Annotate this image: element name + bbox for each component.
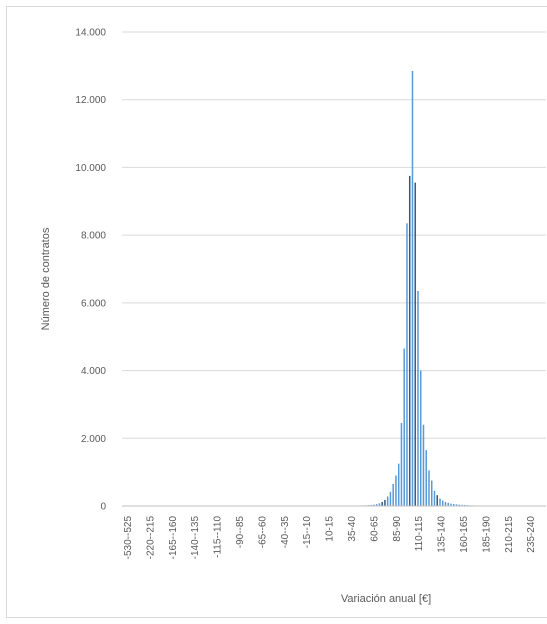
bar <box>378 503 381 506</box>
x-tick-label: -90--85 <box>235 516 246 549</box>
bar <box>411 70 414 506</box>
x-axis-title: Variación anual [€] <box>341 593 431 605</box>
x-tick-label: 210-215 <box>504 516 515 553</box>
x-tick-label: -40--35 <box>280 516 291 549</box>
bar <box>384 499 386 506</box>
bar <box>430 480 433 506</box>
x-tick-label: 85-90 <box>392 516 403 542</box>
x-tick-label: 235-240 <box>526 516 537 553</box>
y-tick-label: 10.000 <box>75 163 106 174</box>
bar <box>428 470 430 506</box>
x-tick-labels: -530--525 -220--215 -165--160 -140--135 -115… <box>123 516 537 560</box>
bar <box>389 491 392 506</box>
bar <box>408 175 411 506</box>
bar <box>436 495 439 506</box>
bar <box>455 504 458 506</box>
bar <box>414 182 416 506</box>
x-tick-label: 110-115 <box>414 516 425 552</box>
bar <box>392 483 394 506</box>
bar <box>395 475 397 506</box>
x-tick-label: 60-65 <box>369 516 380 542</box>
bar <box>375 504 378 506</box>
y-axis-title: Número de contratos <box>40 227 52 330</box>
x-tick-label: -140--135 <box>190 516 201 560</box>
bar <box>406 223 408 507</box>
bar <box>381 501 383 506</box>
y-tick-label: 2.000 <box>81 434 106 445</box>
y-tick-label: 8.000 <box>81 231 106 242</box>
bar <box>453 503 455 506</box>
x-tick-label: -15--10 <box>302 516 313 549</box>
bar <box>439 498 441 506</box>
bar <box>425 450 427 506</box>
bar <box>441 500 444 506</box>
bar <box>373 504 375 506</box>
y-tick-label: 6.000 <box>81 298 106 309</box>
bar <box>419 370 422 506</box>
y-tick-label: 12.000 <box>75 95 106 106</box>
x-tick-label: -220--215 <box>145 516 156 560</box>
bar <box>400 423 403 506</box>
bar <box>450 503 452 506</box>
bar <box>370 504 372 506</box>
bar <box>447 502 450 506</box>
bars <box>122 70 546 507</box>
x-tick-label: 135-140 <box>437 516 448 553</box>
bar <box>397 463 400 506</box>
chart-frame <box>6 6 547 618</box>
x-tick-label: -530--525 <box>123 516 134 560</box>
y-tick-label: 14.000 <box>75 28 106 39</box>
bar <box>433 490 436 506</box>
bar <box>444 501 447 506</box>
x-tick-label: 35-40 <box>347 516 358 542</box>
y-tick-label: 4.000 <box>81 366 106 377</box>
x-tick-label: 10-15 <box>325 516 336 542</box>
bar <box>422 424 425 506</box>
y-tick-label: 0 <box>100 502 106 513</box>
bar <box>458 504 461 506</box>
bar <box>461 504 463 506</box>
gridlines <box>122 31 546 439</box>
x-tick-label: 185-190 <box>481 516 492 553</box>
x-tick-label: -115--110 <box>213 516 224 558</box>
x-tick-label: -65--60 <box>257 516 268 549</box>
x-tick-label: -165--160 <box>168 516 179 560</box>
x-tick-label: 160-165 <box>459 516 470 553</box>
bar <box>403 348 405 506</box>
bar <box>386 496 389 506</box>
y-tick-labels: 0 2.000 4.000 6.000 8.000 10.000 12.000 14.000 <box>75 28 106 513</box>
bar <box>464 504 466 506</box>
bar <box>417 291 419 506</box>
